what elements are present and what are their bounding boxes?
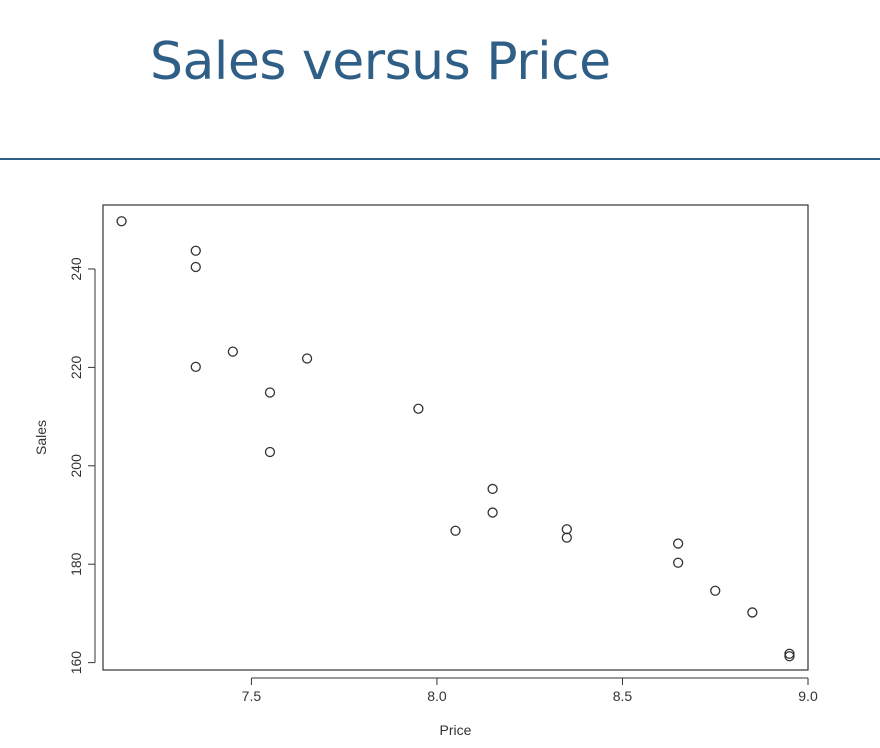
data-point bbox=[487, 507, 498, 518]
y-tick-label: 200 bbox=[68, 454, 84, 478]
data-point bbox=[561, 532, 572, 543]
y-axis: 160 180 200 220 240 bbox=[68, 257, 96, 675]
data-point bbox=[264, 387, 276, 398]
y-tick-label: 220 bbox=[68, 355, 84, 379]
y-axis-title: Sales bbox=[33, 420, 49, 455]
data-point bbox=[227, 346, 239, 357]
data-point bbox=[413, 403, 424, 414]
data-point bbox=[672, 557, 684, 568]
y-tick-label: 180 bbox=[68, 552, 84, 576]
data-point bbox=[301, 353, 313, 364]
plot-frame bbox=[102, 204, 809, 671]
data-point bbox=[747, 607, 758, 618]
data-point bbox=[264, 446, 276, 458]
x-tick-label: 8.0 bbox=[427, 688, 447, 704]
data-point bbox=[450, 525, 461, 536]
data-point bbox=[190, 261, 201, 273]
title-divider bbox=[0, 158, 880, 160]
data-point bbox=[190, 245, 201, 256]
data-point bbox=[116, 216, 127, 227]
y-tick-label: 240 bbox=[68, 257, 84, 281]
x-tick-label: 9.0 bbox=[798, 688, 818, 704]
data-point bbox=[561, 524, 572, 535]
x-axis-title: Price bbox=[440, 722, 472, 738]
data-point bbox=[190, 361, 201, 373]
x-tick-label: 8.5 bbox=[613, 688, 633, 704]
slide-title: Sales versus Price bbox=[150, 32, 611, 92]
x-tick-label: 7.5 bbox=[242, 688, 262, 704]
data-points bbox=[116, 216, 795, 662]
y-tick-label: 160 bbox=[68, 651, 84, 675]
data-point bbox=[672, 538, 684, 549]
data-point bbox=[710, 585, 721, 596]
data-point bbox=[487, 483, 498, 495]
data-point bbox=[784, 651, 795, 662]
x-axis: 7.5 8.0 8.5 9.0 bbox=[242, 677, 818, 704]
